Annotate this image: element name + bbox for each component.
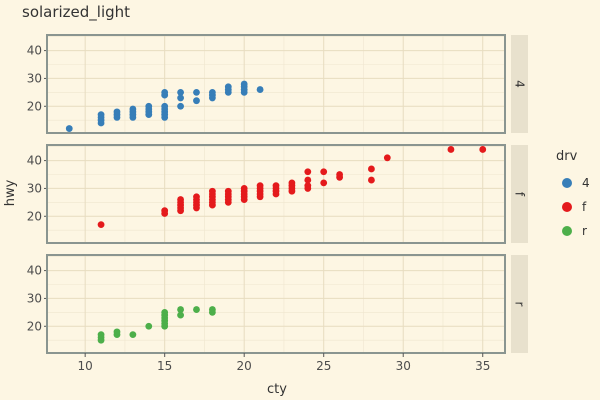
y-tick-label: 20	[27, 99, 42, 113]
point-4	[113, 108, 121, 116]
legend-label-r: r	[582, 224, 587, 238]
point-4	[177, 88, 184, 96]
point-f	[479, 146, 487, 153]
facet-strip	[511, 35, 528, 133]
point-f	[193, 193, 200, 201]
point-4	[193, 88, 200, 96]
point-4	[177, 102, 184, 110]
panel-background	[47, 35, 505, 133]
panel-background	[47, 255, 505, 353]
x-tick-label: 30	[396, 359, 411, 373]
facet-strip-label: r	[513, 302, 527, 307]
point-4	[208, 88, 216, 96]
point-f	[224, 187, 232, 195]
point-f	[336, 171, 344, 178]
facet-panel-r: 20 30 40 r	[27, 254, 528, 354]
x-tick-label: 25	[316, 359, 331, 373]
x-axis-title: cty	[267, 382, 287, 397]
point-f	[304, 168, 312, 176]
facet-strip	[511, 145, 528, 243]
point-4	[161, 102, 169, 110]
point-r	[177, 311, 184, 319]
point-4	[256, 86, 264, 93]
facet-panels: 20 30 40 4 20 30 40 f 20 30 40 r	[27, 34, 528, 354]
legend-key-f	[562, 202, 572, 212]
point-f	[256, 182, 264, 190]
facet-strip	[511, 255, 528, 353]
legend-title: drv	[556, 149, 578, 164]
y-tick-label: 30	[27, 71, 42, 85]
point-4	[224, 83, 232, 91]
legend-label-4: 4	[582, 176, 590, 190]
point-f	[368, 176, 375, 184]
point-r	[113, 328, 121, 336]
point-f	[272, 182, 280, 190]
point-r	[208, 306, 216, 313]
point-f	[288, 179, 296, 187]
panel-border	[46, 34, 506, 134]
panel-border	[46, 254, 506, 354]
point-f	[447, 146, 455, 153]
point-f	[161, 207, 169, 215]
point-f	[304, 182, 312, 190]
y-tick-label: 30	[27, 291, 42, 305]
point-r	[97, 331, 105, 339]
y-tick-label: 20	[27, 209, 42, 223]
point-4	[161, 88, 169, 96]
point-f	[383, 154, 391, 162]
point-4	[193, 97, 200, 105]
point-4	[129, 105, 137, 113]
point-f	[97, 221, 105, 229]
legend-key-r	[562, 226, 572, 236]
x-tick-label: 35	[475, 359, 490, 373]
point-f	[304, 176, 312, 184]
facet-panel-4: 20 30 40 4	[27, 34, 528, 134]
facet-strip-label: f	[513, 192, 527, 197]
point-4	[177, 94, 184, 102]
x-tick-label: 15	[157, 359, 172, 373]
x-tick-label: 20	[237, 359, 252, 373]
legend-key-4	[562, 178, 572, 188]
y-tick-label: 40	[27, 154, 42, 168]
point-f	[177, 196, 184, 203]
point-f	[368, 165, 375, 173]
y-tick-label: 20	[27, 319, 42, 333]
facet-strip-label: 4	[513, 80, 527, 88]
point-f	[208, 187, 216, 195]
x-tick-label: 10	[78, 359, 93, 373]
x-axis: 10 15 20 25 30 35	[78, 353, 490, 373]
legend: drv 4 fr	[556, 149, 590, 238]
point-r	[177, 306, 184, 313]
facet-panel-f: 20 30 40 f	[27, 144, 528, 244]
y-tick-label: 40	[27, 264, 42, 278]
point-f	[320, 168, 328, 176]
point-4	[65, 125, 73, 132]
chart-title: solarized_light	[22, 3, 130, 22]
y-axis-title: hwy	[3, 179, 18, 206]
point-r	[193, 306, 200, 313]
y-tick-label: 30	[27, 181, 42, 195]
panel-border	[46, 144, 506, 244]
point-4	[240, 80, 248, 88]
legend-label-f: f	[582, 200, 587, 214]
point-f	[240, 185, 248, 192]
point-4	[97, 111, 105, 119]
point-r	[161, 308, 169, 316]
point-4	[145, 102, 153, 110]
y-tick-label: 40	[27, 44, 42, 58]
point-r	[145, 322, 153, 330]
point-r	[129, 331, 137, 339]
point-f	[320, 179, 328, 187]
